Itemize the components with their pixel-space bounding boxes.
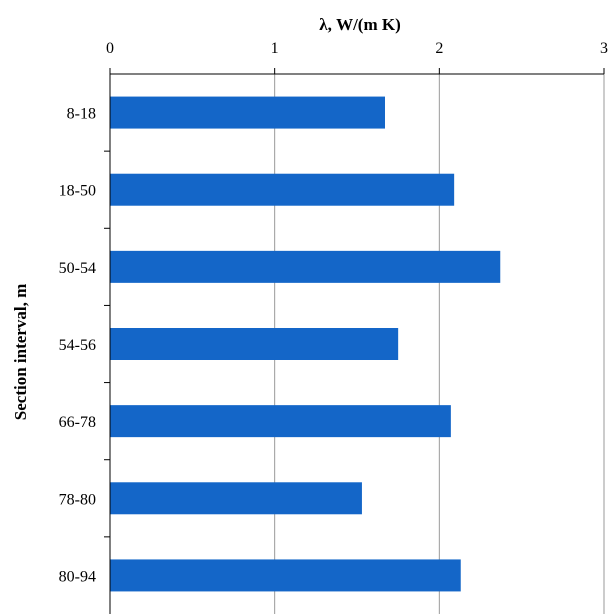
- y-tick-label: 54-56: [59, 337, 96, 354]
- bar-8-18: [110, 96, 385, 129]
- x-tick-labels: 0 1 2 3: [106, 40, 608, 57]
- bar-54-56: [110, 328, 399, 360]
- axes: [104, 68, 605, 614]
- x-tick-label: 3: [600, 40, 608, 57]
- bar-50-54: [110, 250, 501, 283]
- y-tick-label: 80-94: [59, 568, 96, 585]
- bar-18-50: [110, 173, 455, 206]
- y-axis-title: Section interval, m: [11, 284, 30, 420]
- bar-78-80: [110, 482, 362, 515]
- y-tick-label: 18-50: [59, 183, 96, 200]
- y-tick-label: 78-80: [59, 491, 96, 508]
- x-tick-label: 1: [271, 40, 279, 57]
- x-tick-label: 2: [435, 40, 443, 57]
- x-tick-label: 0: [106, 40, 114, 57]
- x-axis-title: λ, W/(m K): [319, 15, 401, 34]
- y-tick-label: 50-54: [59, 260, 96, 277]
- y-tick-label: 8-18: [67, 106, 96, 123]
- bar-80-94: [110, 559, 461, 592]
- y-tick-label: 66-78: [59, 414, 96, 431]
- bar-66-78: [110, 405, 451, 438]
- bars: [110, 96, 501, 592]
- y-tick-labels: 8-18 18-50 50-54 54-56 66-78 78-80 80-94: [59, 106, 96, 586]
